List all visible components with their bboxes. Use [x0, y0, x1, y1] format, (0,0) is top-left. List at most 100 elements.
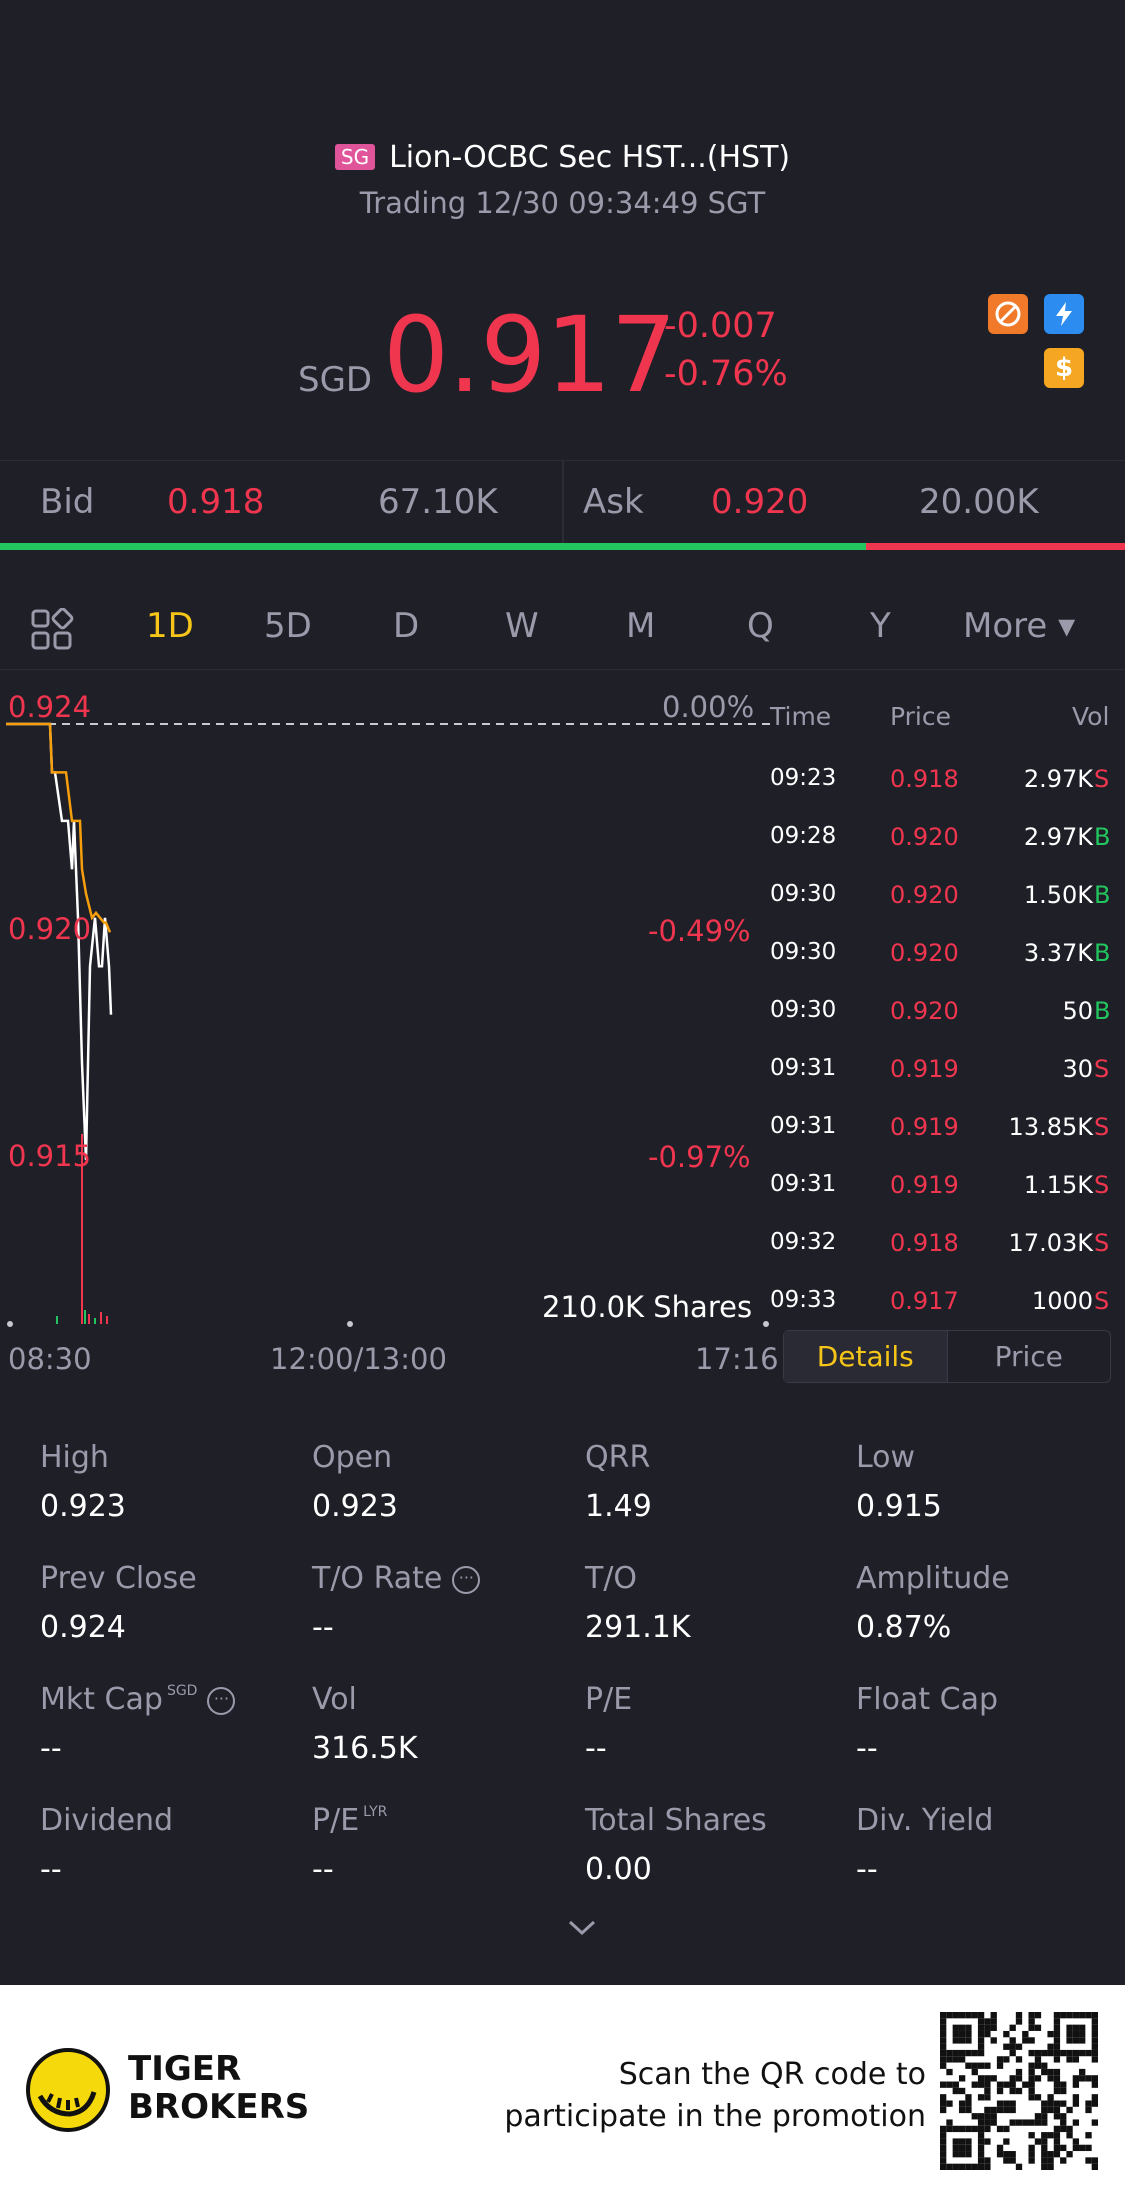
- stat-label: Vol: [312, 1682, 357, 1717]
- lightning-icon[interactable]: [1044, 294, 1084, 334]
- stat-value: --: [40, 1731, 62, 1766]
- trade-time: 09:28: [770, 823, 837, 849]
- trade-time: 09:30: [770, 881, 837, 907]
- stat-label: Low: [856, 1440, 916, 1475]
- pct-label-bottom: -0.97%: [648, 1140, 751, 1174]
- trade-price: 0.918: [890, 1229, 959, 1257]
- trade-price: 0.920: [890, 823, 959, 851]
- trade-price: 0.919: [890, 1113, 959, 1141]
- trade-price: 0.919: [890, 1055, 959, 1083]
- trade-side: B: [1094, 939, 1111, 967]
- ask-volume: 20.00K: [919, 482, 1039, 522]
- stat-label: Total Shares: [585, 1803, 767, 1838]
- trade-side: S: [1094, 1055, 1110, 1083]
- tab-1d[interactable]: 1D: [146, 606, 194, 646]
- tab-w[interactable]: W: [505, 606, 539, 646]
- ask-label: Ask: [583, 482, 644, 522]
- stock-title[interactable]: Lion-OCBC Sec HST...(HST): [389, 139, 791, 175]
- bid-volume: 67.10K: [378, 482, 498, 522]
- ask-price: 0.920: [711, 482, 809, 522]
- axis-dot: [763, 1321, 769, 1327]
- info-icon[interactable]: ···: [452, 1565, 481, 1594]
- stat-value: 0.924: [40, 1610, 126, 1645]
- tab-d[interactable]: D: [393, 606, 420, 646]
- stat-label: Mkt Cap SGD ···: [40, 1682, 236, 1717]
- stat-value: --: [312, 1852, 334, 1887]
- average-line: [6, 722, 112, 933]
- trade-side: B: [1094, 881, 1111, 909]
- trade-price: 0.920: [890, 997, 959, 1025]
- tab-m[interactable]: M: [626, 606, 656, 646]
- trade-side: S: [1094, 1113, 1110, 1141]
- stat-value: --: [585, 1731, 607, 1766]
- trade-time: 09:31: [770, 1055, 837, 1081]
- pct-label-mid: -0.49%: [648, 914, 751, 948]
- stat-label: Div. Yield: [856, 1803, 994, 1838]
- trade-price: 0.920: [890, 881, 959, 909]
- tab-details[interactable]: Details: [784, 1331, 948, 1382]
- trade-volume: 2.97K: [1023, 823, 1093, 851]
- details-price-toggle[interactable]: Details Price: [783, 1330, 1111, 1383]
- no-shorting-icon[interactable]: [988, 294, 1028, 334]
- stat-label: QRR: [585, 1440, 651, 1475]
- ask-ratio-bar: [866, 543, 1125, 550]
- stat-label: Amplitude: [856, 1561, 1010, 1596]
- stat-value: --: [856, 1731, 878, 1766]
- tab-q[interactable]: Q: [747, 606, 774, 646]
- pct-label-top: 0.00%: [662, 690, 755, 724]
- tab-5d[interactable]: 5D: [264, 606, 312, 646]
- trade-side: S: [1094, 765, 1110, 793]
- trade-volume: 1.50K: [1023, 881, 1093, 909]
- stat-superscript: LYR: [363, 1804, 388, 1820]
- volume-bar: [106, 1316, 108, 1324]
- trading-status: Trading 12/30 09:34:49 SGT: [359, 186, 766, 220]
- stat-label: Float Cap: [856, 1682, 999, 1717]
- trade-volume: 30: [1062, 1055, 1093, 1083]
- tab-y[interactable]: Y: [870, 606, 891, 646]
- intraday-chart[interactable]: [0, 680, 770, 1330]
- chart-layout-icon[interactable]: [30, 607, 74, 656]
- trades-header-price: Price: [890, 702, 951, 731]
- stat-value: 316.5K: [312, 1731, 418, 1766]
- trade-side: B: [1094, 823, 1111, 851]
- volume-bar: [84, 1310, 86, 1324]
- dollar-icon[interactable]: $: [1044, 348, 1084, 388]
- y-label-top: 0.924: [8, 690, 92, 724]
- stat-label: Open: [312, 1440, 393, 1475]
- trade-price: 0.917: [890, 1287, 959, 1315]
- tab-price[interactable]: Price: [994, 1340, 1063, 1373]
- stock-title-row: SG Lion-OCBC Sec HST...(HST): [0, 132, 1125, 182]
- stat-label: T/O: [585, 1561, 638, 1596]
- stat-value: --: [40, 1852, 62, 1887]
- stat-label: P/E LYR: [312, 1803, 388, 1838]
- volume-label: 210.0K Shares: [542, 1290, 753, 1324]
- qr-code[interactable]: [940, 2012, 1098, 2170]
- bid-ask-divider: [562, 460, 564, 545]
- volume-bar: [100, 1312, 102, 1324]
- volume-bar: [94, 1318, 96, 1324]
- y-label-mid: 0.920: [8, 912, 92, 946]
- trade-price: 0.920: [890, 939, 959, 967]
- price-change: -0.007: [664, 306, 777, 346]
- trade-side: S: [1094, 1171, 1110, 1199]
- stat-label: Dividend: [40, 1803, 174, 1838]
- volume-bar: [56, 1316, 58, 1324]
- stat-value: 0.87%: [856, 1610, 952, 1645]
- volume-bar: [88, 1314, 90, 1324]
- trade-time: 09:33: [770, 1287, 837, 1313]
- stat-value: --: [312, 1610, 334, 1645]
- promo-text: Scan the QR code to participate in the p…: [504, 2057, 926, 2134]
- tab-more[interactable]: More ▾: [963, 606, 1076, 646]
- trade-volume: 2.97K: [1023, 765, 1093, 793]
- trade-price: 0.919: [890, 1171, 959, 1199]
- trade-side: S: [1094, 1287, 1110, 1315]
- stat-value: 291.1K: [585, 1610, 691, 1645]
- bid-ratio-bar: [0, 543, 866, 550]
- stat-label: P/E: [585, 1682, 633, 1717]
- stat-value: 0.923: [312, 1489, 398, 1524]
- stat-superscript: SGD: [166, 1683, 198, 1699]
- trade-side: S: [1094, 1229, 1110, 1257]
- chevron-down-icon[interactable]: [562, 1912, 602, 1942]
- info-icon[interactable]: ···: [207, 1686, 236, 1715]
- trade-volume: 17.03K: [1008, 1229, 1093, 1257]
